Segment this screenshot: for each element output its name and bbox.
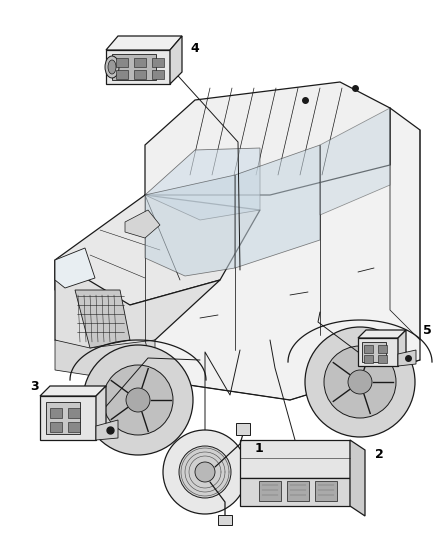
Polygon shape bbox=[398, 330, 406, 366]
Polygon shape bbox=[235, 145, 320, 268]
Circle shape bbox=[305, 327, 415, 437]
Circle shape bbox=[348, 370, 372, 394]
FancyBboxPatch shape bbox=[315, 481, 337, 501]
Circle shape bbox=[163, 430, 247, 514]
Polygon shape bbox=[145, 82, 390, 195]
Bar bbox=[364, 345, 373, 353]
Polygon shape bbox=[398, 350, 416, 366]
Polygon shape bbox=[55, 195, 260, 305]
Circle shape bbox=[103, 365, 173, 435]
Text: 5: 5 bbox=[423, 324, 432, 337]
Polygon shape bbox=[320, 108, 390, 215]
Bar bbox=[68, 408, 80, 418]
Text: 3: 3 bbox=[30, 380, 39, 393]
Bar bbox=[378, 355, 387, 363]
Text: 4: 4 bbox=[190, 42, 199, 55]
Bar bbox=[152, 70, 164, 79]
Ellipse shape bbox=[105, 56, 119, 78]
Polygon shape bbox=[55, 248, 95, 288]
Polygon shape bbox=[240, 440, 350, 478]
Circle shape bbox=[83, 345, 193, 455]
Polygon shape bbox=[96, 420, 118, 440]
FancyBboxPatch shape bbox=[287, 481, 309, 501]
Polygon shape bbox=[106, 36, 182, 50]
Polygon shape bbox=[358, 330, 406, 338]
Polygon shape bbox=[145, 108, 420, 400]
Bar bbox=[378, 345, 387, 353]
Circle shape bbox=[324, 346, 396, 418]
Polygon shape bbox=[145, 175, 235, 276]
Polygon shape bbox=[96, 386, 106, 440]
Polygon shape bbox=[170, 36, 182, 84]
Bar bbox=[134, 58, 146, 67]
FancyBboxPatch shape bbox=[259, 481, 281, 501]
Polygon shape bbox=[46, 402, 80, 434]
Text: 1: 1 bbox=[255, 442, 264, 455]
Polygon shape bbox=[40, 396, 96, 440]
Bar bbox=[50, 408, 62, 418]
Bar bbox=[152, 58, 164, 67]
Circle shape bbox=[126, 388, 150, 412]
Bar bbox=[364, 355, 373, 363]
Circle shape bbox=[195, 462, 215, 482]
Polygon shape bbox=[55, 260, 220, 365]
Ellipse shape bbox=[108, 60, 116, 74]
Polygon shape bbox=[362, 342, 386, 362]
FancyBboxPatch shape bbox=[236, 423, 250, 435]
FancyBboxPatch shape bbox=[218, 515, 232, 525]
Polygon shape bbox=[112, 54, 156, 80]
Bar bbox=[134, 70, 146, 79]
Polygon shape bbox=[358, 338, 398, 366]
Polygon shape bbox=[350, 440, 365, 516]
Circle shape bbox=[179, 446, 231, 498]
Bar bbox=[50, 422, 62, 432]
Polygon shape bbox=[40, 386, 106, 396]
Polygon shape bbox=[125, 210, 160, 238]
Polygon shape bbox=[240, 478, 350, 506]
Bar bbox=[116, 70, 128, 79]
Text: 2: 2 bbox=[375, 448, 384, 461]
Bar bbox=[68, 422, 80, 432]
Polygon shape bbox=[55, 340, 155, 380]
Polygon shape bbox=[75, 290, 130, 348]
Polygon shape bbox=[106, 50, 170, 84]
Polygon shape bbox=[145, 148, 260, 220]
Bar bbox=[116, 58, 128, 67]
